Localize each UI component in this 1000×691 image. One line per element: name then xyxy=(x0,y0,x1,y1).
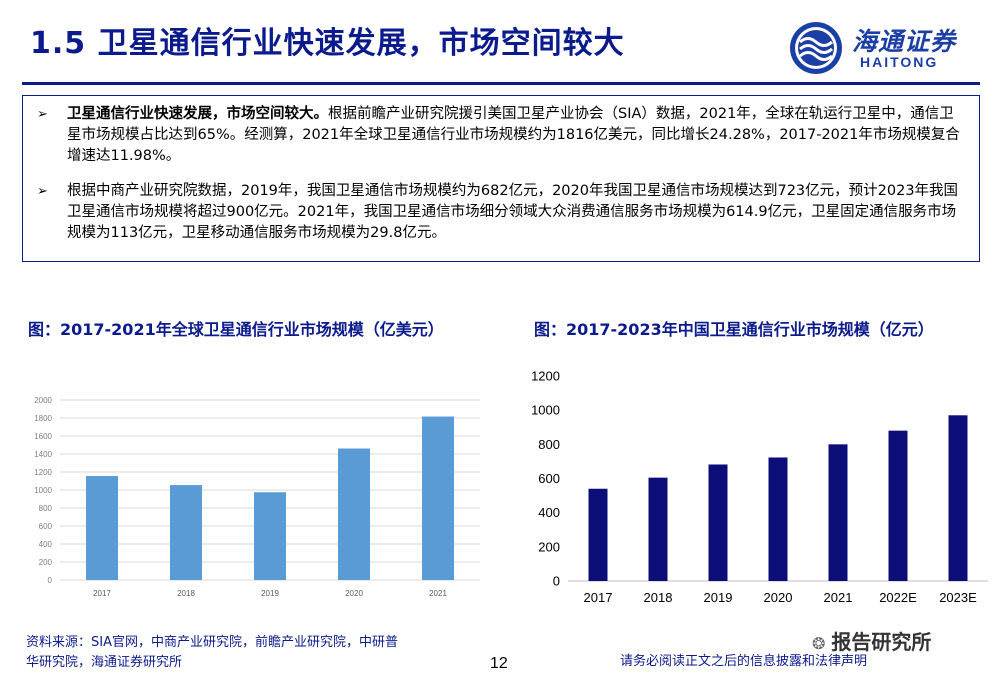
watermark-text: 报告研究所 xyxy=(831,630,932,654)
bar xyxy=(768,457,788,581)
bar xyxy=(708,464,728,581)
source-line: 华研究院，海通证券研究所 xyxy=(26,655,183,670)
y-tick-label: 0 xyxy=(48,576,53,585)
summary-box: ➢ 卫星通信行业快速发展，市场空间较大。根据前瞻产业研究院援引美国卫星产业协会（… xyxy=(22,95,980,262)
x-tick-label: 2021 xyxy=(824,590,853,605)
bar xyxy=(254,492,286,580)
disclaimer: 请务必阅读正文之后的信息披露和法律声明 xyxy=(620,654,868,669)
bullet-arrow-icon: ➢ xyxy=(37,107,48,122)
watermark: ❂ 报告研究所 xyxy=(812,626,931,655)
logo-chinese-text: 海通证券 xyxy=(852,27,957,56)
x-tick-label: 2018 xyxy=(644,590,673,605)
y-tick-label: 1800 xyxy=(34,414,52,423)
bar xyxy=(170,485,202,580)
x-tick-label: 2017 xyxy=(584,590,613,605)
x-tick-label: 2021 xyxy=(429,589,447,598)
left-figure-title: 图：2017-2021年全球卫星通信行业市场规模（亿美元） xyxy=(28,320,444,339)
bar xyxy=(828,444,848,581)
summary-bullet: ➢ 根据中商产业研究院数据，2019年，我国卫星通信市场规模约为682亿元，20… xyxy=(37,181,965,244)
source-line: 资料来源：SIA官网，中商产业研究院，前瞻产业研究院，中研普 xyxy=(26,635,398,650)
x-tick-label: 2022E xyxy=(879,590,917,605)
y-tick-label: 1000 xyxy=(531,403,560,418)
page-title: 1.5 卫星通信行业快速发展，市场空间较大 xyxy=(30,26,625,61)
page-number: 12 xyxy=(490,655,508,672)
x-tick-label: 2020 xyxy=(345,589,363,598)
china-market-bar-chart: 0 200 400 600 800 1000 1200 2017 2018 2019 2020 202… xyxy=(531,369,988,605)
title-divider xyxy=(22,82,980,85)
summary-bullet: ➢ 卫星通信行业快速发展，市场空间较大。根据前瞻产业研究院援引美国卫星产业协会（… xyxy=(37,104,965,167)
x-tick-label: 2018 xyxy=(177,589,195,598)
y-tick-label: 600 xyxy=(538,471,560,486)
y-tick-label: 1200 xyxy=(34,468,52,477)
bar xyxy=(338,448,370,580)
y-tick-label: 2000 xyxy=(34,396,52,405)
bar xyxy=(588,488,608,581)
bar xyxy=(948,415,968,581)
y-tick-label: 200 xyxy=(39,558,53,567)
x-tick-label: 2019 xyxy=(704,590,733,605)
haitong-emblem-icon xyxy=(790,22,842,74)
global-market-bar-chart: 0 200 400 600 800 1000 1200 1400 1600 1800 2000 201… xyxy=(34,396,480,598)
y-tick-label: 1600 xyxy=(34,432,52,441)
y-tick-label: 800 xyxy=(39,504,53,513)
y-tick-label: 400 xyxy=(538,505,560,520)
y-tick-label: 0 xyxy=(553,574,560,589)
bullet-text: 根据前瞻产业研究院援引美国卫星产业协会（SIA）数据，2021年，全球在轨运行卫… xyxy=(67,106,960,164)
source-note: 资料来源：SIA官网，中商产业研究院，前瞻产业研究院，中研普 华研究院，海通证券… xyxy=(26,633,398,673)
y-tick-label: 1400 xyxy=(34,450,52,459)
y-tick-label: 600 xyxy=(39,522,53,531)
bullet-text: 根据中商产业研究院数据，2019年，我国卫星通信市场规模约为682亿元，2020… xyxy=(67,183,959,241)
right-figure-title: 图：2017-2023年中国卫星通信行业市场规模（亿元） xyxy=(534,320,934,339)
y-tick-label: 1200 xyxy=(531,369,560,384)
y-tick-label: 1000 xyxy=(34,486,52,495)
bar xyxy=(888,430,908,581)
x-tick-label: 2020 xyxy=(764,590,793,605)
logo-english-text: HAITONG xyxy=(860,54,939,70)
x-tick-label: 2023E xyxy=(939,590,977,605)
y-tick-label: 200 xyxy=(538,539,560,554)
bullet-arrow-icon: ➢ xyxy=(37,184,48,199)
bullet-lead: 卫星通信行业快速发展，市场空间较大。 xyxy=(67,106,328,122)
bar xyxy=(648,477,668,581)
x-tick-label: 2019 xyxy=(261,589,279,598)
haitong-logo: 海通证券 HAITONG xyxy=(786,20,986,76)
bar xyxy=(86,476,118,580)
y-tick-label: 400 xyxy=(39,540,53,549)
bar xyxy=(422,416,454,580)
y-tick-label: 800 xyxy=(538,437,560,452)
x-tick-label: 2017 xyxy=(93,589,111,598)
wechat-icon: ❂ xyxy=(812,634,826,653)
